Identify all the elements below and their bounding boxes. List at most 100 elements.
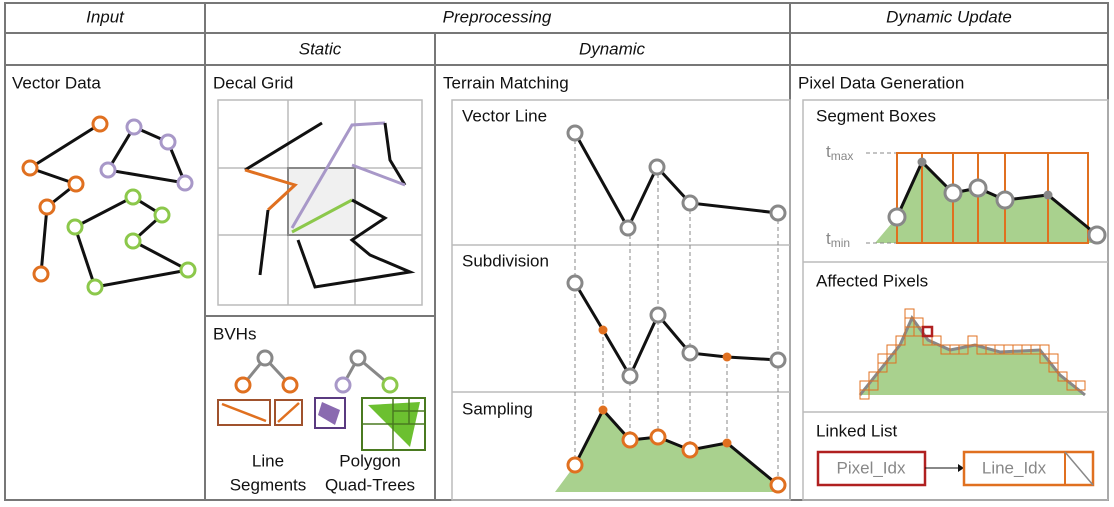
edge	[106, 125, 188, 185]
edge	[244, 168, 298, 212]
panel-title: Sampling	[462, 399, 533, 418]
linked-list	[816, 450, 1095, 487]
subheader: Static	[299, 39, 342, 58]
node	[621, 367, 639, 385]
pixel	[958, 344, 969, 355]
node	[381, 376, 399, 394]
pixel	[886, 344, 897, 355]
node	[256, 349, 274, 367]
pixel	[904, 308, 915, 319]
node	[234, 376, 252, 394]
header: Input	[86, 7, 125, 26]
dot	[722, 438, 732, 448]
node	[66, 218, 84, 236]
node	[943, 183, 963, 203]
edge	[351, 163, 406, 187]
subheader: Dynamic	[579, 39, 646, 58]
box	[896, 152, 1089, 244]
node	[153, 206, 171, 224]
panel-title: Segment Boxes	[816, 106, 936, 125]
panel-title: Decal Grid	[213, 73, 293, 92]
node	[648, 158, 666, 176]
pixel	[967, 335, 978, 346]
label: Line	[252, 451, 284, 470]
node	[681, 344, 699, 362]
node	[32, 265, 50, 283]
t-min: tmin	[826, 229, 850, 250]
pixel	[895, 335, 906, 346]
terrain	[555, 410, 778, 492]
node	[176, 174, 194, 192]
node	[349, 349, 367, 367]
label: Quad-Trees	[325, 475, 415, 494]
node	[566, 124, 584, 142]
table-frame	[4, 2, 1109, 501]
node	[887, 207, 907, 227]
node	[91, 115, 109, 133]
edge	[244, 121, 323, 172]
node	[99, 161, 117, 179]
header: Dynamic Update	[886, 7, 1012, 26]
node	[649, 428, 667, 446]
grid-box	[217, 99, 423, 306]
box	[314, 397, 346, 429]
pixel	[868, 371, 879, 382]
panel-title: Terrain Matching	[443, 73, 569, 92]
node	[281, 376, 299, 394]
node	[566, 456, 584, 474]
list-node: Pixel_Idx	[837, 458, 906, 477]
poly	[318, 402, 340, 425]
panel-title: Affected Pixels	[816, 271, 928, 290]
seg	[277, 402, 300, 423]
node	[566, 274, 584, 292]
box	[217, 399, 271, 426]
t-max: tmax	[826, 142, 853, 163]
panel-title: BVHs	[213, 324, 256, 343]
label: Segments	[230, 475, 307, 494]
edge	[26, 122, 101, 275]
dot	[722, 352, 732, 362]
panel-title: Vector Data	[12, 73, 101, 92]
node	[159, 133, 177, 151]
pixel-highlight	[921, 325, 934, 338]
node	[1087, 225, 1107, 245]
label: Polygon	[339, 451, 400, 470]
panel-title: Pixel Data Generation	[798, 73, 964, 92]
node	[649, 306, 667, 324]
node	[67, 175, 85, 193]
pixel	[931, 335, 942, 346]
panel-title: Linked List	[816, 421, 898, 440]
edge	[573, 132, 779, 232]
terrain	[860, 318, 1085, 395]
node	[995, 190, 1015, 210]
node	[334, 376, 352, 394]
panel-title: Vector Line	[462, 106, 547, 125]
panel-title: Subdivision	[462, 251, 549, 270]
node	[124, 188, 142, 206]
node	[769, 351, 787, 369]
dot	[1043, 190, 1053, 200]
edge	[290, 121, 386, 229]
node	[681, 441, 699, 459]
node	[124, 232, 142, 250]
node	[619, 219, 637, 237]
edge	[258, 209, 270, 276]
pixel	[1048, 362, 1059, 373]
edge	[291, 198, 353, 234]
dot	[598, 325, 608, 335]
node	[621, 431, 639, 449]
node	[38, 198, 56, 216]
node	[125, 118, 143, 136]
node	[769, 204, 787, 222]
seg	[221, 402, 267, 423]
header: Preprocessing	[443, 7, 552, 26]
dot	[917, 157, 927, 167]
node	[179, 261, 197, 279]
terrain	[875, 162, 1097, 243]
node	[86, 278, 104, 296]
node	[681, 194, 699, 212]
pixel	[1057, 371, 1068, 382]
node	[21, 159, 39, 177]
edge	[296, 198, 416, 289]
